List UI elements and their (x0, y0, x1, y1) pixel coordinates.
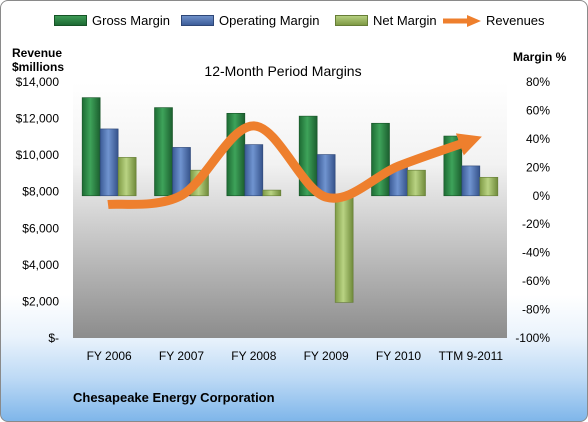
right-tick-label: -100% (515, 331, 550, 345)
x-tick-label: FY 2008 (231, 349, 276, 363)
legend-label-net: Net Margin (373, 13, 437, 28)
legend-gross-margin: Gross Margin (54, 13, 170, 28)
left-tick-label: $14,000 (16, 75, 60, 89)
gross-margin-bar (81, 97, 101, 197)
gross-margin-bar (154, 107, 173, 197)
net-margin-bar (117, 157, 137, 197)
plot-area (73, 82, 507, 338)
right-tick-label: -40% (522, 246, 550, 260)
left-tick-label: $6,000 (22, 221, 59, 235)
right-tick-label: 80% (526, 75, 550, 89)
net-margin-bar (407, 169, 426, 197)
right-tick-label: -60% (522, 274, 550, 288)
left-axis-title-line2: $millions (12, 60, 65, 74)
left-tick-label: $10,000 (16, 148, 60, 162)
operating-margin-bar (99, 128, 119, 197)
legend-swatch-operating (181, 15, 214, 26)
left-tick-label: $8,000 (22, 185, 59, 199)
revenues-line (107, 121, 482, 210)
left-tick-label: $12,000 (16, 112, 60, 126)
right-tick-label: 40% (526, 132, 550, 146)
chart-title: 12-Month Period Margins (204, 63, 361, 79)
left-tick-label: $2,000 (22, 294, 59, 308)
net-margin-bar (262, 189, 282, 197)
operating-margin-bar (461, 165, 481, 197)
x-tick-label: FY 2006 (87, 349, 132, 363)
right-tick-label: -80% (522, 303, 550, 317)
operating-margin-bar (244, 144, 264, 197)
legend-swatch-gross (54, 15, 87, 26)
right-axis-title: Margin % (513, 50, 567, 64)
x-tick-label: FY 2010 (376, 349, 421, 363)
right-tick-label: -20% (522, 217, 550, 231)
legend: Gross Margin Operating Margin Net Margin… (1, 13, 587, 31)
right-tick-label: 20% (526, 160, 550, 174)
left-tick-label: $4,000 (22, 258, 59, 272)
legend-net-margin: Net Margin (335, 13, 437, 28)
x-tick-label: TTM 9-2011 (439, 349, 504, 363)
legend-label-gross: Gross Margin (92, 13, 171, 28)
right-tick-label: 60% (526, 103, 550, 117)
net-margin-bar (479, 176, 499, 197)
legend-arrow-icon (443, 14, 481, 27)
x-tick-label: FY 2009 (304, 349, 349, 363)
x-tick-label: FY 2007 (159, 349, 204, 363)
net-margin-bar (334, 195, 354, 303)
legend-revenues: Revenues (443, 13, 545, 28)
left-tick-label: $- (48, 331, 59, 345)
left-axis-title-line1: Revenue (12, 46, 63, 60)
legend-operating-margin: Operating Margin (181, 13, 319, 28)
legend-label-revenues: Revenues (486, 13, 545, 28)
legend-label-operating: Operating Margin (219, 13, 320, 28)
right-tick-label: 0% (533, 189, 551, 203)
company-name: Chesapeake Energy Corporation (73, 390, 275, 405)
legend-swatch-net (335, 15, 368, 26)
